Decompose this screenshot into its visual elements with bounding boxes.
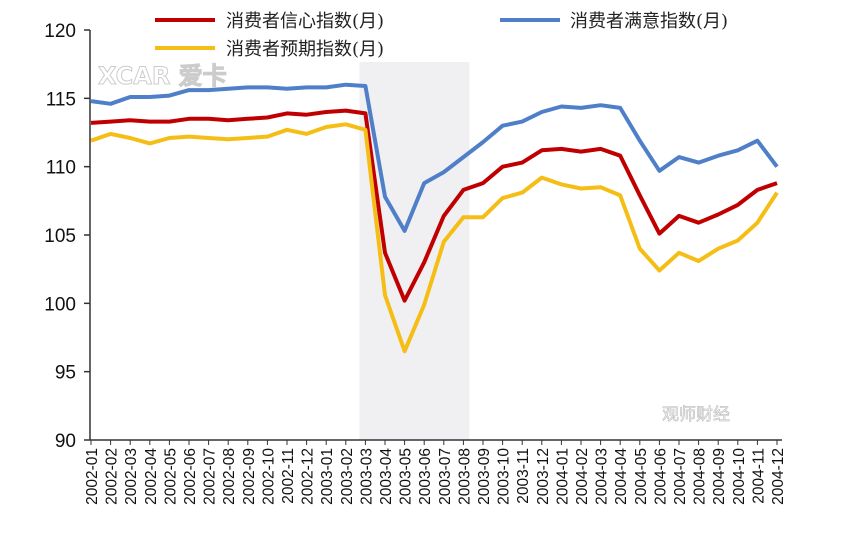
x-tick-label: 2003-08: [456, 448, 473, 505]
series-line-0: [90, 108, 778, 303]
x-tick-label: 2004-05: [633, 448, 650, 505]
x-tick-label: 2002-01: [84, 448, 101, 505]
watermark-logo: XCAR 爱卡: [98, 62, 227, 90]
y-tick-label: 90: [55, 431, 76, 452]
x-tick-label: 2003-04: [378, 448, 395, 505]
x-tick-label: 2003-03: [358, 448, 375, 505]
y-tick-label: 120: [44, 21, 76, 42]
x-tick-label: 2003-10: [496, 448, 513, 505]
y-tick-label: 100: [44, 294, 76, 315]
x-tick-label: 2003-11: [515, 448, 532, 504]
x-tick-label: 2003-07: [437, 448, 454, 505]
x-tick-label: 2002-12: [300, 448, 317, 505]
legend-label-satisfaction: 消费者满意指数(月): [570, 11, 728, 32]
x-tick-label: 2004-01: [554, 448, 571, 505]
x-tick-label: 2003-02: [339, 448, 356, 505]
y-tick-label: 110: [46, 158, 76, 179]
x-tick-label: 2004-08: [692, 448, 709, 505]
legend-label-expectation: 消费者预期指数(月): [226, 39, 384, 60]
x-tick-label: 2004-03: [594, 448, 611, 505]
watermark-text: 观师财经: [662, 405, 730, 425]
x-tick-label: 2003-12: [535, 448, 552, 505]
x-tick-label: 2004-09: [711, 448, 728, 505]
legend: 消费者信心指数(月) 消费者满意指数(月) 消费者预期指数(月): [155, 11, 728, 60]
x-tick-label: 2004-10: [731, 448, 748, 505]
x-tick-label: 2002-06: [182, 448, 199, 505]
x-tick-label: 2002-07: [202, 448, 219, 505]
shaded-period: [359, 62, 470, 440]
x-tick-label: 2004-06: [652, 448, 669, 505]
x-tick-label: 2004-04: [613, 448, 630, 505]
x-tick-label: 2002-09: [241, 448, 258, 505]
x-tick-label: 2004-12: [770, 448, 787, 505]
x-tick-label: 2002-11: [280, 448, 297, 504]
y-tick-label: 115: [46, 89, 76, 110]
x-tick-label: 2004-11: [750, 448, 767, 504]
legend-label-confidence: 消费者信心指数(月): [226, 11, 384, 32]
series-line-2: [90, 122, 779, 354]
y-tick-label: 95: [55, 363, 76, 384]
series-line-1: [90, 82, 779, 233]
y-tick-label: 105: [44, 226, 76, 247]
x-tick-label: 2003-05: [398, 448, 415, 505]
x-tick-label: 2003-06: [417, 448, 434, 505]
x-tick-label: 2002-04: [143, 448, 160, 505]
x-tick-label: 2002-10: [260, 448, 277, 505]
x-tick-label: 2004-02: [574, 448, 591, 505]
x-tick-label: 2004-07: [672, 448, 689, 505]
x-tick-label: 2002-02: [104, 448, 121, 505]
x-tick-label: 2003-09: [476, 448, 493, 505]
x-tick-label: 2002-08: [221, 448, 238, 505]
x-tick-label: 2002-03: [123, 448, 140, 505]
x-tick-label: 2002-05: [162, 448, 179, 505]
x-tick-label: 2003-01: [319, 448, 336, 505]
